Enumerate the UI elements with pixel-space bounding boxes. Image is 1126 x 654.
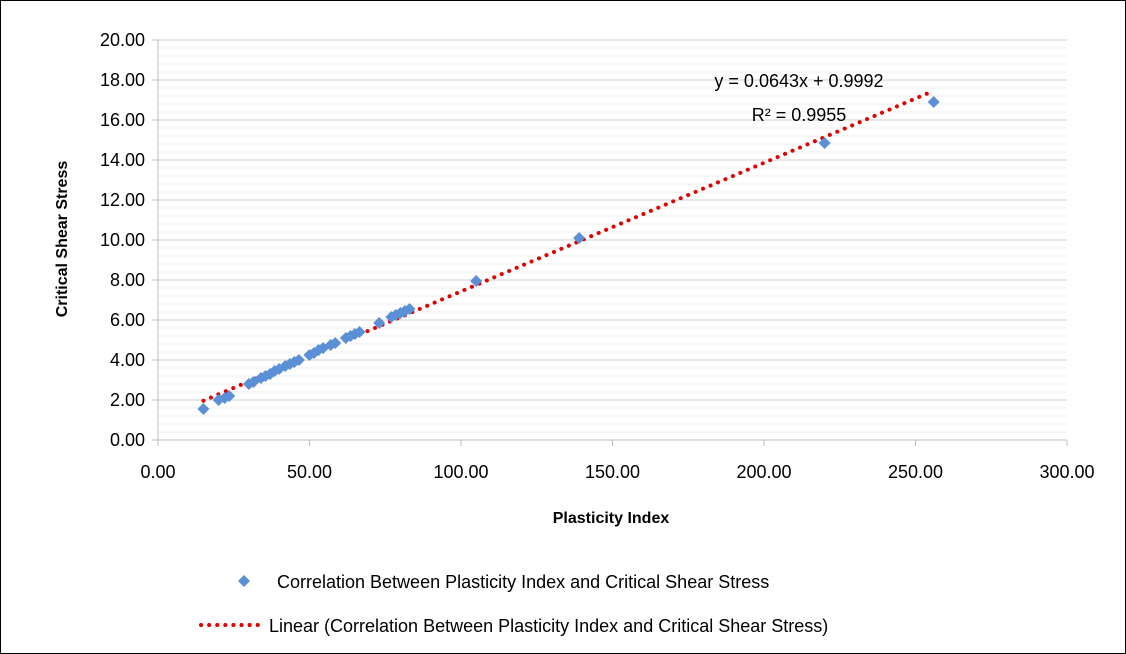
data-points	[197, 96, 940, 415]
y-tick-label: 4.00	[110, 350, 145, 370]
trend-r-squared: R² = 0.9955	[752, 105, 847, 125]
data-point	[818, 137, 831, 149]
x-tick-label: 250.00	[888, 462, 943, 482]
x-tick-label: 100.00	[433, 462, 488, 482]
trend-equation: y = 0.0643x + 0.9992	[714, 71, 883, 91]
y-tick-label: 0.00	[110, 430, 145, 450]
axes	[152, 39, 1068, 446]
data-point	[927, 96, 940, 108]
x-tick-label: 300.00	[1039, 462, 1094, 482]
y-tick-label: 2.00	[110, 390, 145, 410]
data-point	[353, 326, 366, 338]
trendline-group	[201, 88, 936, 403]
y-tick-label: 16.00	[100, 110, 145, 130]
legend-label-trendline: Linear (Correlation Between Plasticity I…	[269, 616, 828, 636]
x-tick-label: 50.00	[287, 462, 332, 482]
trendline	[201, 88, 936, 403]
legend: Correlation Between Plasticity Index and…	[199, 572, 828, 636]
y-tick-label: 10.00	[100, 230, 145, 250]
y-tick-label: 18.00	[100, 70, 145, 90]
legend-marker-diamond	[238, 575, 250, 587]
x-tick-label: 150.00	[585, 462, 640, 482]
grid-lines	[158, 39, 1067, 433]
data-point	[197, 403, 210, 415]
legend-item-scatter: Correlation Between Plasticity Index and…	[238, 572, 769, 592]
data-point	[223, 390, 236, 402]
data-point	[292, 354, 305, 366]
y-tick-label: 14.00	[100, 150, 145, 170]
y-axis-title: Critical Shear Stress	[54, 161, 71, 318]
tick-labels: 0.00 50.00 100.00 150.00 200.00 250.00 300.00 0…	[100, 30, 1095, 482]
data-point	[403, 303, 416, 315]
legend-item-trendline: Linear (Correlation Between Plasticity I…	[199, 616, 828, 636]
data-point	[573, 232, 586, 244]
data-point	[470, 275, 483, 287]
x-tick-label: 0.00	[140, 462, 175, 482]
y-tick-label: 20.00	[100, 30, 145, 50]
legend-label-scatter: Correlation Between Plasticity Index and…	[277, 572, 769, 592]
y-tick-label: 8.00	[110, 270, 145, 290]
y-tick-label: 6.00	[110, 310, 145, 330]
x-axis-title: Plasticity Index	[553, 510, 670, 527]
data-point	[329, 337, 342, 349]
y-tick-label: 12.00	[100, 190, 145, 210]
x-tick-label: 200.00	[736, 462, 791, 482]
data-point	[373, 317, 386, 329]
